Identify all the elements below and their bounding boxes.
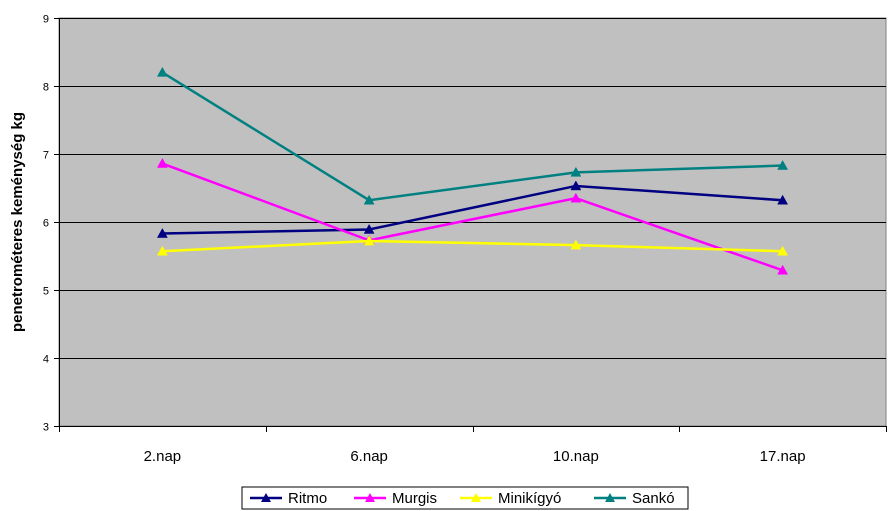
legend-marker — [261, 493, 271, 502]
x-tick-label: 2.nap — [144, 448, 182, 465]
y-tick-label: 5 — [43, 286, 49, 298]
series-group — [156, 66, 789, 275]
y-tick-label: 8 — [43, 82, 49, 94]
axes — [59, 18, 886, 427]
series-sankó — [156, 66, 789, 205]
legend-marker — [365, 493, 375, 502]
y-tick-label: 7 — [43, 150, 49, 162]
data-point — [570, 180, 582, 191]
data-point — [156, 66, 168, 77]
legend-entry: Sankó — [594, 490, 675, 507]
data-point — [156, 245, 168, 256]
y-tick-label: 6 — [43, 218, 49, 230]
data-point — [777, 194, 789, 205]
data-point — [777, 245, 789, 256]
legend-entry: Ritmo — [250, 490, 327, 507]
y-tick-label: 3 — [43, 422, 49, 434]
series-minikígyó — [156, 235, 789, 256]
data-point — [777, 264, 789, 275]
data-point — [777, 160, 789, 170]
data-point — [363, 194, 375, 205]
series-ritmo — [156, 180, 789, 238]
x-tick-label: 6.nap — [350, 448, 388, 465]
series-line — [161, 71, 783, 202]
legend-entry: Murgis — [354, 490, 437, 507]
legend-label: Ritmo — [288, 490, 327, 507]
data-point — [570, 192, 582, 203]
y-tick-label: 9 — [43, 14, 49, 26]
data-point — [570, 239, 582, 250]
legend-label: Murgis — [392, 490, 437, 507]
legend-entry: Minikígyó — [460, 490, 561, 507]
series-line — [161, 162, 784, 272]
data-point — [156, 228, 168, 238]
legend-label: Minikígyó — [498, 490, 561, 507]
x-tick-label: 17.nap — [760, 448, 806, 465]
series-line — [162, 184, 783, 235]
x-tick-label: 10.nap — [553, 448, 599, 465]
y-axis-label: penetrométeres keménység kg — [9, 112, 26, 332]
legend-marker — [471, 493, 481, 502]
y-axis-ticks: 3 4 5 6 7 8 9 — [43, 14, 59, 434]
data-point — [363, 235, 375, 246]
series-line — [162, 239, 783, 253]
gridlines — [59, 18, 886, 359]
legend-label: Sankó — [632, 490, 675, 507]
legend-marker — [605, 493, 615, 502]
data-point — [570, 166, 582, 177]
legend: Ritmo Murgis Minikígyó Sankó — [241, 486, 689, 510]
data-point — [363, 223, 375, 234]
data-point — [156, 158, 168, 168]
x-axis-ticks: 2.nap 6.nap 10.nap 17.nap — [59, 426, 887, 465]
y-tick-label: 4 — [43, 354, 49, 366]
